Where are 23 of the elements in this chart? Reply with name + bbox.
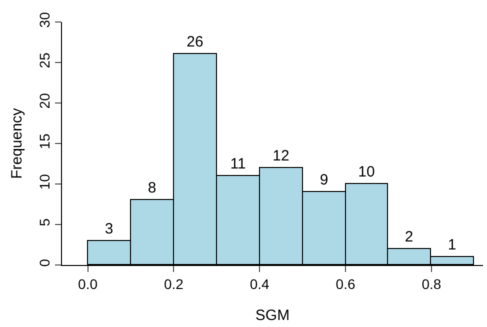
y-axis-title: Frequency [8,108,26,179]
y-tick-label: 10 [36,174,52,190]
y-tick-label: 30 [36,12,52,28]
y-tick-label: 25 [36,52,52,68]
data-label: 11 [230,156,246,172]
y-tick-label: 20 [36,92,52,109]
y-tick-label: 5 [36,218,52,226]
data-label: 9 [320,172,328,188]
x-axis-title: SGM [255,306,290,324]
x-tick-label: 0.6 [336,276,356,292]
data-label: 3 [104,220,114,238]
x-tick-label: 0.8 [422,276,442,292]
data-label: 26 [186,34,204,50]
y-tick-label: 15 [36,133,52,150]
data-label: 2 [404,228,414,246]
data-label: 10 [358,164,375,180]
x-tick-label: 0.0 [78,276,98,292]
data-label: 1 [448,236,456,254]
data-label: 8 [148,180,156,196]
x-tick-label: 0.2 [164,276,184,292]
x-tick-label: 0.4 [250,276,270,292]
data-label: 12 [272,148,290,164]
y-tick-label: 0 [36,258,52,267]
